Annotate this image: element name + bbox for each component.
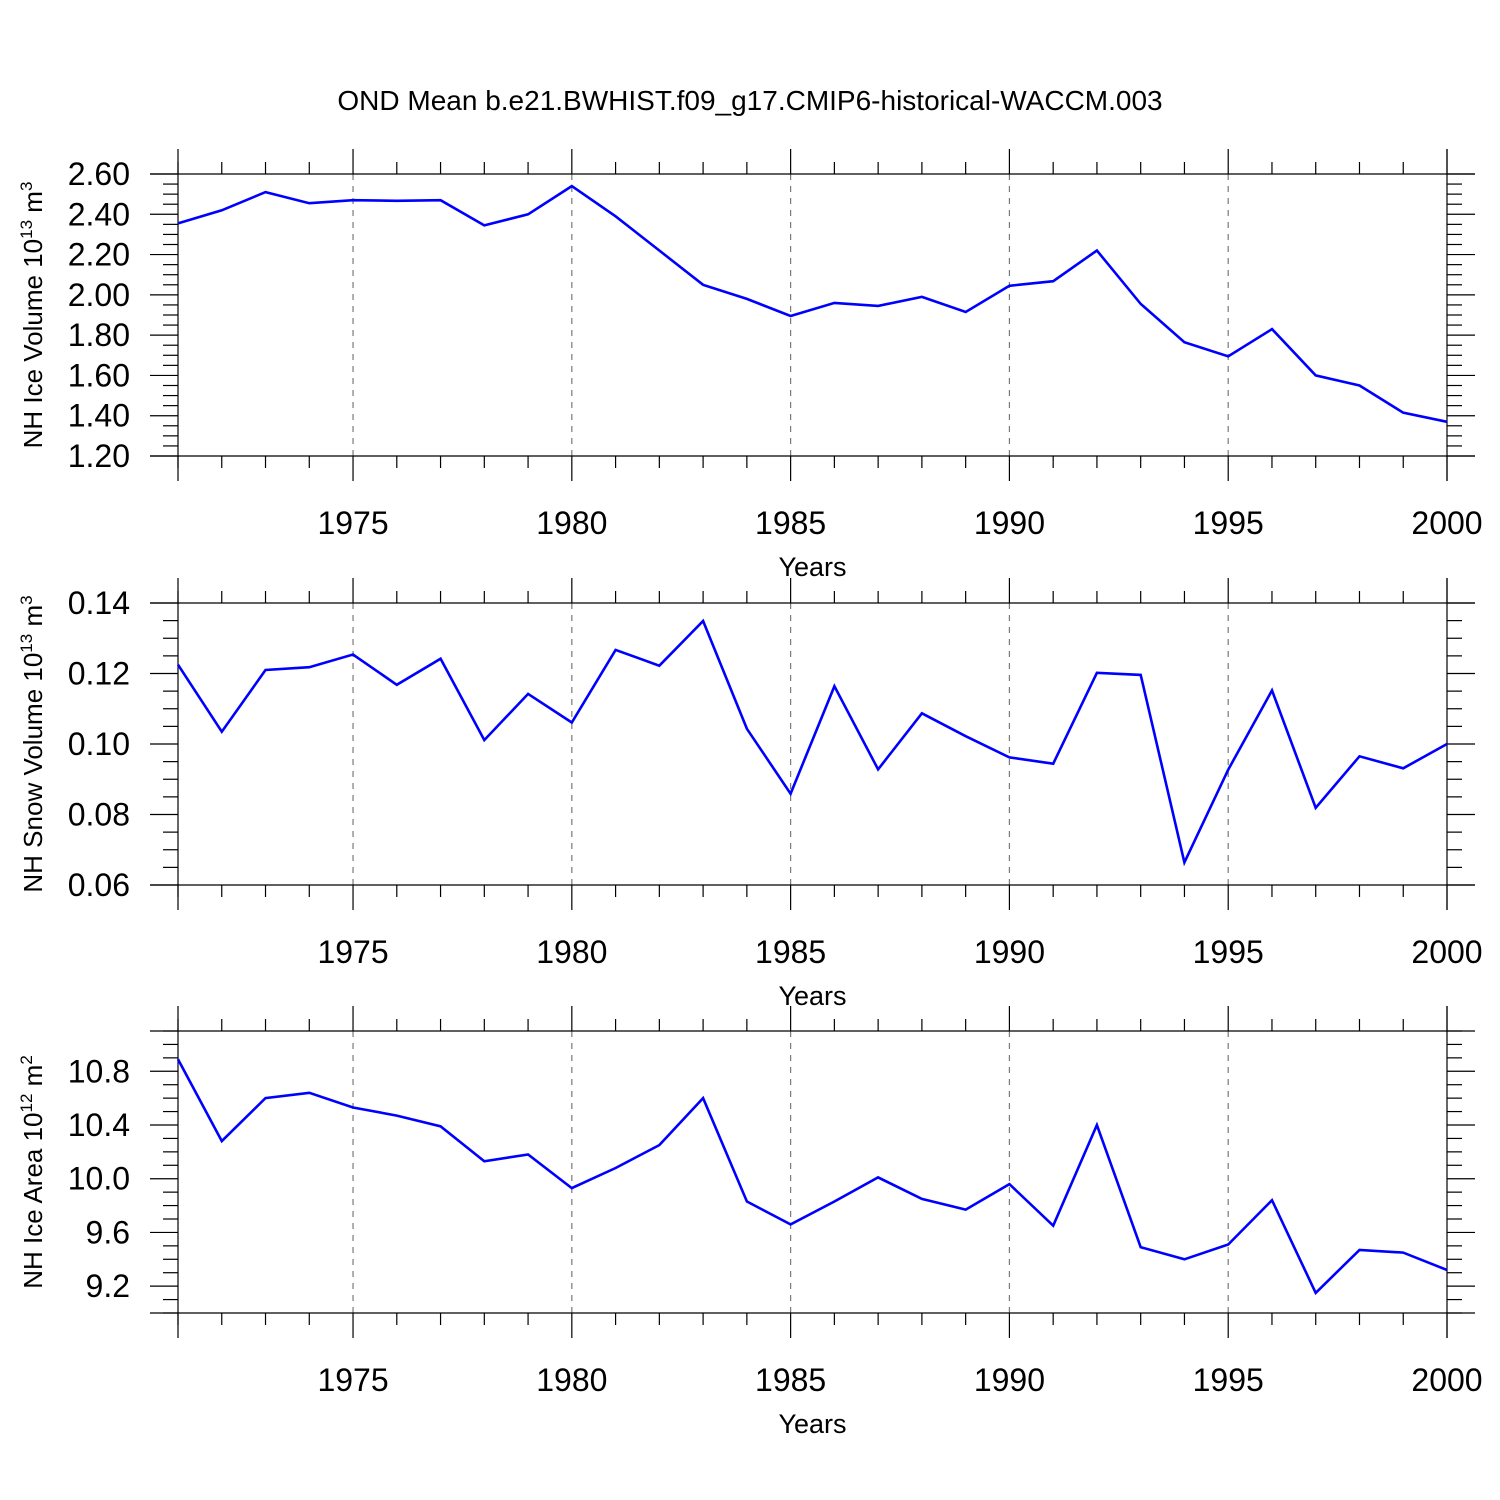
y-tick-label-2-60: 2.60 <box>68 156 130 192</box>
y-tick-label-9-6: 9.6 <box>86 1214 130 1250</box>
x-tick-label-1990: 1990 <box>974 1362 1045 1398</box>
y-tick-label-0-10: 0.10 <box>68 726 130 762</box>
y-tick-label-1-60: 1.60 <box>68 357 130 393</box>
panels-container: 1.20 1.40 1.60 1.80 2.00 2.20 2.40 2.60 1975 1980… <box>17 149 1483 1439</box>
y-axis-label-unit-exponent: 3 <box>17 595 36 604</box>
y-tick-label-2-20: 2.20 <box>68 237 130 273</box>
y-tick-label-1-40: 1.40 <box>68 398 130 434</box>
x-tick-label-2000: 2000 <box>1411 934 1482 970</box>
x-tick-label-1975: 1975 <box>317 934 388 970</box>
y-tick-label-9-2: 9.2 <box>86 1268 130 1304</box>
x-axis-label: Years <box>778 1409 846 1439</box>
chart-panel-2: 0.06 0.08 0.10 0.12 0.14 1975 1980 1985 1990 1995… <box>17 578 1483 1011</box>
y-tick-label-10-0: 10.0 <box>68 1161 130 1197</box>
x-tick-label-1980: 1980 <box>536 1362 607 1398</box>
y-axis-label-text: NH Ice Area 10 <box>18 1112 48 1288</box>
y-tick-label-2-00: 2.00 <box>68 277 130 313</box>
x-tick-label-1990: 1990 <box>974 505 1045 541</box>
y-tick-label-0-14: 0.14 <box>68 585 130 621</box>
x-tick-label-1985: 1985 <box>755 1362 826 1398</box>
y-tick-label-0-06: 0.06 <box>68 867 130 903</box>
y-tick-label-2-40: 2.40 <box>68 196 130 232</box>
x-axis-label: Years <box>778 981 846 1011</box>
figure-title: OND Mean b.e21.BWHIST.f09_g17.CMIP6-hist… <box>337 85 1162 116</box>
y-axis-label-unit: m <box>18 1065 48 1094</box>
y-axis-label-unit-exponent: 2 <box>17 1055 36 1064</box>
y-axis-label-unit: m <box>18 191 48 220</box>
y-axis-label-text: NH Snow Volume 10 <box>18 653 48 893</box>
x-axis-label: Years <box>778 552 846 582</box>
x-tick-label-1995: 1995 <box>1193 934 1264 970</box>
x-tick-label-1975: 1975 <box>317 505 388 541</box>
y-axis-label-exponent: 13 <box>17 220 36 239</box>
y-axis-label: NH Ice Area 1012 m2 <box>17 1055 48 1289</box>
y-axis-label-exponent: 12 <box>17 1094 36 1113</box>
y-tick-label-10-4: 10.4 <box>68 1107 130 1143</box>
x-tick-label-1990: 1990 <box>974 934 1045 970</box>
x-tick-label-1995: 1995 <box>1193 1362 1264 1398</box>
x-tick-label-2000: 2000 <box>1411 1362 1482 1398</box>
chart-panel-1: 1.20 1.40 1.60 1.80 2.00 2.20 2.40 2.60 1975 1980… <box>17 149 1483 582</box>
y-axis-label: NH Ice Volume 1013 m3 <box>17 182 48 449</box>
y-tick-label-1-20: 1.20 <box>68 438 130 474</box>
x-tick-label-1995: 1995 <box>1193 505 1264 541</box>
x-tick-label-2000: 2000 <box>1411 505 1482 541</box>
y-tick-label-0-12: 0.12 <box>68 656 130 692</box>
y-axis-label-unit-exponent: 3 <box>17 182 36 191</box>
y-tick-label-0-08: 0.08 <box>68 797 130 833</box>
series-line-1 <box>177 184 1448 424</box>
y-axis-label-text: NH Ice Volume 10 <box>18 239 48 449</box>
x-tick-label-1985: 1985 <box>755 934 826 970</box>
series-line-2 <box>176 618 1448 867</box>
x-tick-label-1985: 1985 <box>755 505 826 541</box>
y-tick-label-10-8: 10.8 <box>68 1053 130 1089</box>
x-tick-label-1975: 1975 <box>317 1362 388 1398</box>
y-tick-label-1-80: 1.80 <box>68 317 130 353</box>
chart-panel-3: 9.2 9.6 10.0 10.4 10.8 1975 1980 1985 1990 1995 20… <box>17 1006 1483 1439</box>
x-tick-label-1980: 1980 <box>536 934 607 970</box>
y-axis-label-unit: m <box>18 605 48 634</box>
x-tick-label-1980: 1980 <box>536 505 607 541</box>
y-axis-label-exponent: 13 <box>17 634 36 653</box>
y-axis-label: NH Snow Volume 1013 m3 <box>17 595 48 892</box>
series-line-3 <box>176 1058 1448 1296</box>
